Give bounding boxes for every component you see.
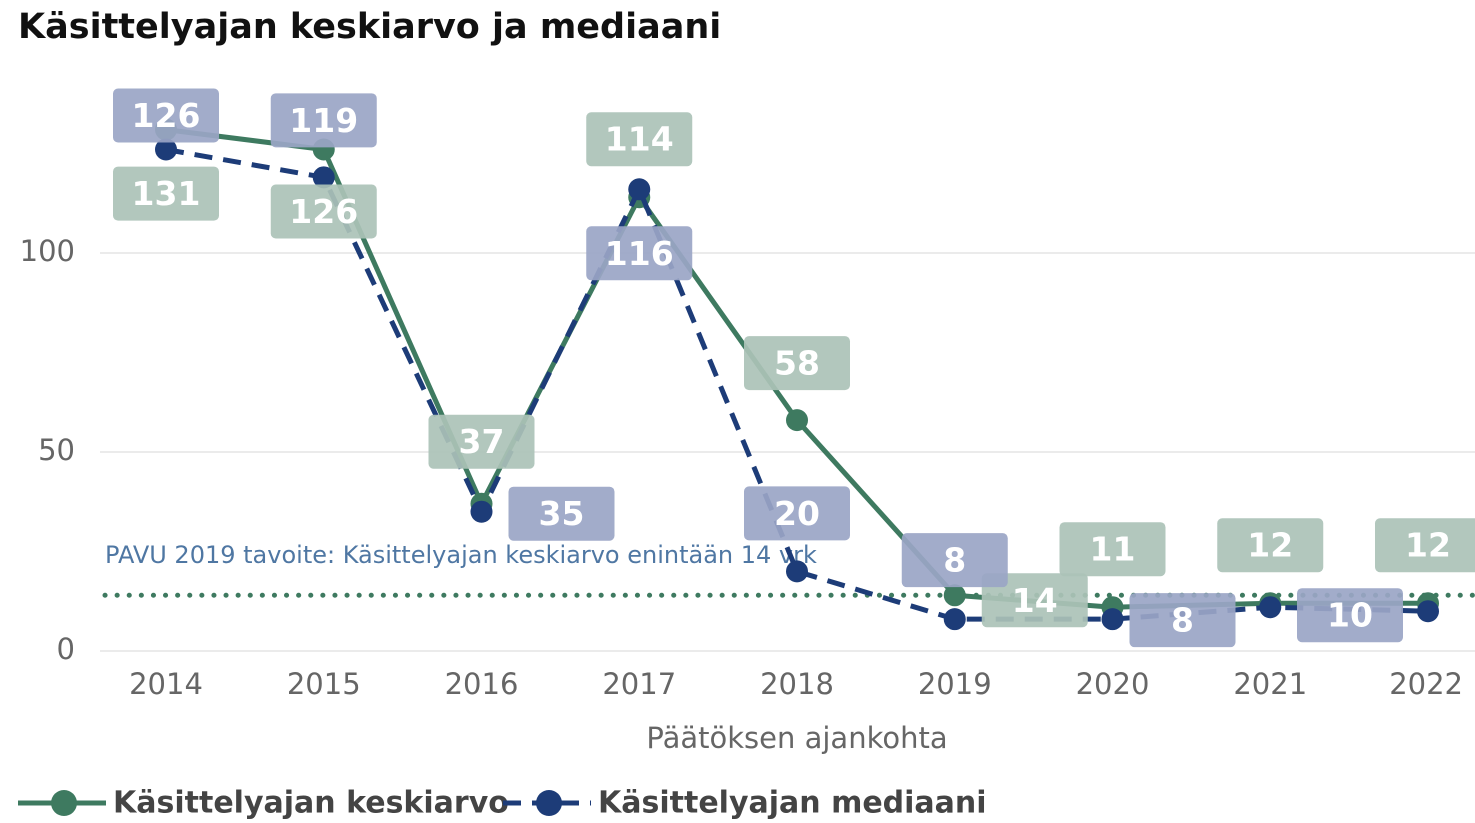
data-point	[312, 166, 335, 189]
x-tick-label: 2018	[760, 667, 834, 701]
label-box	[744, 336, 850, 391]
data-label: 12	[1247, 526, 1293, 565]
y-tick-label: 0	[57, 632, 75, 666]
data-point	[943, 608, 966, 631]
x-tick-label: 2019	[918, 667, 992, 701]
data-label: 126	[289, 192, 358, 231]
data-point	[470, 500, 493, 523]
label-box	[1129, 593, 1236, 648]
legend-marker	[51, 790, 77, 816]
label-box	[586, 226, 693, 281]
chart-title: Käsittelyajan keskiarvo ja mediaani	[18, 7, 721, 47]
data-label: 10	[1327, 596, 1373, 635]
label-box	[113, 88, 219, 143]
x-tick-label: 2021	[1233, 667, 1307, 701]
data-point	[786, 409, 808, 432]
label-box	[1217, 518, 1324, 573]
label-box	[508, 486, 615, 541]
label-box	[981, 573, 1088, 628]
reference-label: PAVU 2019 tavoite: Käsittelyajan keskiar…	[105, 541, 817, 569]
label-box	[113, 166, 219, 221]
data-point	[786, 560, 808, 583]
x-tick-label: 2017	[602, 667, 676, 701]
data-point	[628, 178, 651, 201]
data-point	[155, 138, 177, 161]
x-tick-label: 2014	[129, 667, 203, 701]
label-box	[1297, 588, 1403, 643]
label-box	[901, 533, 1008, 588]
data-label: 35	[539, 494, 585, 533]
label-box	[1059, 522, 1166, 577]
data-label: 11	[1090, 530, 1136, 569]
label-box	[1375, 518, 1475, 573]
label-box	[270, 184, 377, 239]
data-point	[943, 584, 966, 607]
data-label: 119	[289, 101, 358, 140]
legend-label: Käsittelyajan keskiarvo	[113, 786, 509, 821]
data-label: 37	[459, 422, 505, 461]
x-tick-label: 2016	[445, 667, 519, 701]
data-label: 14	[1012, 581, 1058, 620]
x-tick-label: 2020	[1076, 667, 1150, 701]
y-tick-label: 50	[38, 433, 75, 467]
label-box	[586, 112, 693, 167]
x-tick-label: 2015	[287, 667, 361, 701]
x-axis-title: Päätöksen ajankohta	[646, 721, 947, 755]
data-label: 12	[1405, 526, 1451, 565]
data-label: 8	[1171, 601, 1194, 640]
data-point	[1417, 600, 1439, 623]
label-box	[270, 93, 377, 148]
data-label: 131	[132, 174, 201, 213]
legend-marker	[536, 790, 562, 816]
data-label: 58	[774, 344, 820, 383]
data-label: 20	[774, 494, 820, 533]
label-box	[744, 486, 850, 541]
data-point	[1101, 608, 1124, 631]
legend-label: Käsittelyajan mediaani	[598, 786, 987, 821]
data-label: 116	[605, 234, 674, 273]
data-label: 114	[605, 120, 674, 159]
x-tick-label: 2022	[1389, 667, 1463, 701]
data-label: 126	[132, 96, 201, 135]
y-tick-label: 100	[20, 234, 75, 268]
data-label: 8	[943, 541, 966, 580]
label-box	[428, 414, 535, 469]
data-point	[1259, 596, 1282, 619]
